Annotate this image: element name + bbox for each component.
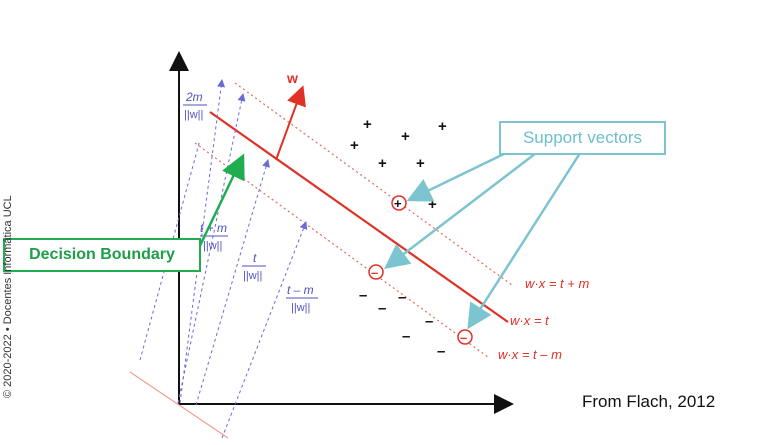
minus-point: – [425, 313, 433, 330]
label-t-over-w: t ||w|| [242, 251, 266, 282]
svg-text:||w||: ||w|| [291, 302, 310, 314]
plus-point: + [428, 196, 437, 213]
equation-upper: w·x = t + m [525, 276, 589, 291]
plus-point: + [438, 118, 447, 135]
minus-point: – [378, 300, 386, 317]
normal-vector-w [275, 85, 306, 161]
distance-t-minus-m-arrow [221, 221, 308, 439]
plus-point: + [350, 137, 359, 154]
support-vector-pointer-1 [406, 148, 513, 202]
support-vector-pointer-3 [467, 149, 584, 330]
minus-point: – [437, 343, 445, 360]
svg-text:||w||: ||w|| [203, 240, 222, 252]
equation-lower: w·x = t – m [498, 347, 562, 362]
svg-text:t + m: t + m [200, 221, 227, 235]
distance-t-arrow [195, 159, 270, 406]
decision-boundary-pointer [195, 153, 245, 253]
positive-points: + + + + + + + [350, 116, 447, 213]
upper-margin-line [234, 82, 513, 286]
svg-text:–: – [371, 265, 378, 280]
negative-points: – – – – – – [359, 287, 445, 360]
source-note: From Flach, 2012 [582, 392, 716, 411]
distance-2m-arrow [177, 93, 246, 404]
support-vector-negative-1: – [368, 264, 384, 280]
svg-text:+: + [394, 196, 402, 211]
plus-point: + [416, 155, 425, 172]
svg-text:t – m: t – m [287, 283, 314, 297]
decision-boundary-callout: Decision Boundary [3, 238, 201, 272]
minus-point: – [398, 289, 406, 306]
support-vector-positive: + [391, 195, 407, 211]
support-vector-negative-2: – [457, 329, 473, 345]
minus-point: – [402, 328, 410, 345]
decision-boundary-line [209, 111, 509, 323]
svg-text:2m: 2m [185, 90, 203, 104]
svg-text:–: – [460, 330, 467, 345]
label-2m-over-w: 2m ||w|| [183, 90, 207, 121]
plus-point: + [363, 116, 372, 133]
plus-point: + [401, 128, 410, 145]
lower-margin-line [194, 142, 489, 358]
label-t-minus-m-over-w: t – m ||w|| [286, 283, 318, 314]
origin-perpendicular [129, 371, 229, 439]
minus-point: – [359, 287, 367, 304]
svg-text:||w||: ||w|| [243, 270, 262, 282]
equation-middle: w·x = t [510, 313, 550, 328]
side-credit: © 2020-2022 • Docentes Informática UCL [2, 195, 14, 398]
support-vector-pointer-2 [384, 149, 541, 270]
svg-text:t: t [253, 251, 257, 265]
plus-point: + [378, 155, 387, 172]
vector-label: w [286, 70, 298, 86]
svg-text:||w||: ||w|| [184, 109, 203, 121]
support-vectors-callout: Support vectors [499, 121, 666, 155]
